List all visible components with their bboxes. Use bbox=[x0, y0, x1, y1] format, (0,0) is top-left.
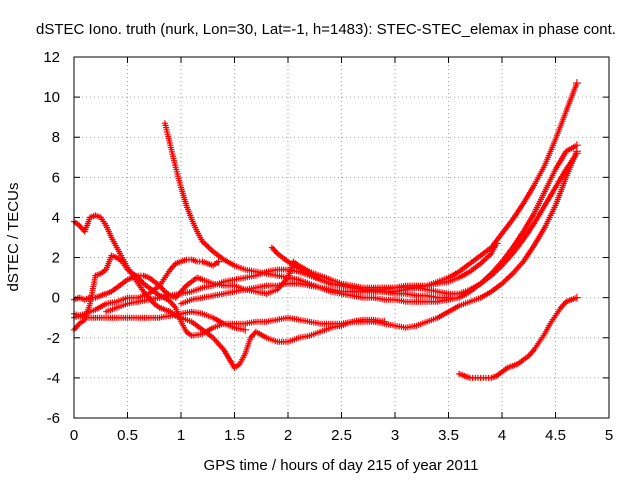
grid bbox=[74, 57, 609, 418]
x-tick-label: 3.5 bbox=[438, 427, 459, 444]
y-tick-label: -4 bbox=[47, 370, 60, 387]
y-tick-label: 12 bbox=[43, 49, 60, 66]
y-tick-label: 10 bbox=[43, 89, 60, 106]
series-markers bbox=[71, 308, 250, 334]
y-tick-labels: -6 -4 -2 0 2 4 6 8 10 12 bbox=[43, 49, 60, 427]
x-tick-label: 1.5 bbox=[224, 427, 245, 444]
ticks bbox=[73, 56, 610, 419]
y-tick-label: 0 bbox=[52, 290, 60, 307]
x-tick-label: 0.5 bbox=[117, 427, 138, 444]
x-axis-label: GPS time / hours of day 215 of year 2011 bbox=[204, 457, 479, 474]
y-tick-label: -2 bbox=[47, 330, 60, 347]
series-9 bbox=[268, 149, 581, 297]
y-tick-label: 2 bbox=[52, 250, 60, 267]
series-markers bbox=[456, 293, 581, 381]
x-tick-label: 2.5 bbox=[331, 427, 352, 444]
series-4 bbox=[71, 308, 250, 334]
x-tick-label: 4 bbox=[498, 427, 506, 444]
x-tick-label: 1 bbox=[177, 427, 185, 444]
y-tick-label: -6 bbox=[47, 410, 60, 427]
x-tick-label: 3 bbox=[391, 427, 399, 444]
series-layer bbox=[71, 79, 581, 381]
x-tick-labels: 0 0.5 1 1.5 2 2.5 3 3.5 4 4.5 5 bbox=[70, 427, 613, 444]
chart-title: dSTEC Iono. truth (nurk, Lon=30, Lat=-1,… bbox=[36, 21, 616, 38]
x-tick-label: 5 bbox=[605, 427, 613, 444]
y-tick-label: 8 bbox=[52, 129, 60, 146]
y-axis-label: dSTEC / TECUs bbox=[5, 183, 22, 292]
series-10 bbox=[456, 293, 581, 381]
x-tick-label: 2 bbox=[284, 427, 292, 444]
y-tick-label: 4 bbox=[52, 209, 60, 226]
x-tick-label: 0 bbox=[70, 427, 78, 444]
x-tick-label: 4.5 bbox=[545, 427, 566, 444]
y-tick-label: 6 bbox=[52, 169, 60, 186]
series-markers bbox=[268, 149, 581, 297]
